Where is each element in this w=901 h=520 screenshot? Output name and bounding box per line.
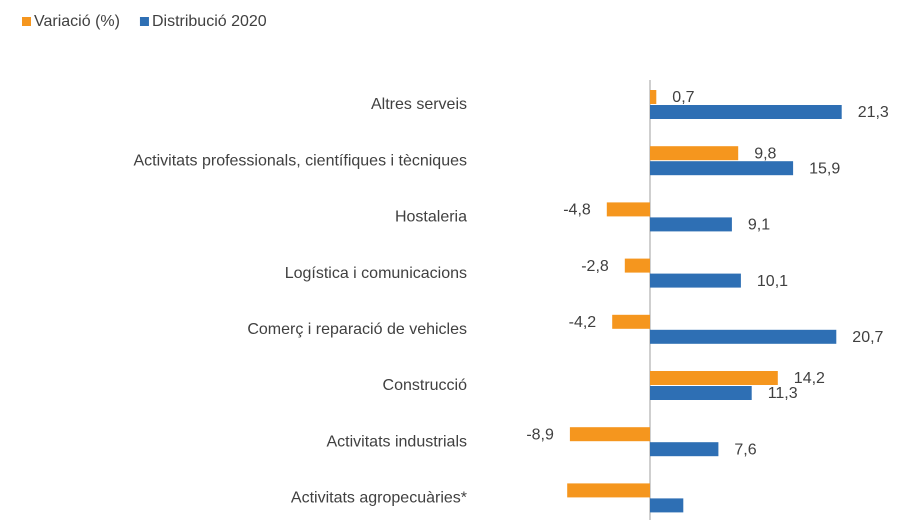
- value-label: 0,7: [672, 89, 694, 106]
- bar: [606, 202, 650, 217]
- bar: [569, 427, 650, 442]
- legend-label: Distribució 2020: [152, 13, 267, 30]
- bar: [650, 273, 741, 288]
- bar: [650, 329, 837, 344]
- bar: [650, 146, 739, 161]
- category-label: Activitats industrials: [327, 433, 468, 450]
- value-label: 14,2: [794, 370, 825, 387]
- value-label: 9,8: [754, 145, 776, 162]
- category-label: Comerç i reparació de vehicles: [247, 321, 467, 338]
- category-label: Activitats professionals, científiques i…: [134, 152, 468, 169]
- legend-swatch: [22, 17, 31, 26]
- category-label: Logística i comunicacions: [285, 265, 467, 282]
- value-label: 11,3: [768, 385, 798, 402]
- value-label: 7,6: [734, 441, 756, 458]
- value-label: -4,8: [563, 202, 591, 219]
- value-label: 15,9: [809, 160, 840, 177]
- bar: [650, 161, 794, 176]
- legend-label: Variació (%): [34, 13, 120, 30]
- bar: [650, 90, 657, 104]
- category-label: Construcció: [383, 377, 468, 394]
- bar: [612, 314, 650, 329]
- bar: [650, 105, 842, 119]
- value-label: -2,8: [581, 258, 609, 275]
- bar: [567, 483, 650, 498]
- value-label: 20,7: [852, 329, 883, 346]
- value-label: -8,9: [526, 426, 554, 443]
- bar: [650, 217, 732, 232]
- value-label: -4,2: [569, 314, 597, 331]
- value-label: 9,1: [748, 217, 770, 234]
- value-label: 21,3: [858, 104, 889, 121]
- bar: [624, 258, 650, 273]
- bar: [650, 386, 752, 400]
- category-label: Hostaleria: [395, 209, 467, 226]
- legend-swatch: [139, 17, 149, 26]
- category-label: Activitats agropecuàries*: [291, 490, 467, 507]
- value-label: 10,1: [757, 273, 788, 290]
- bar: [650, 442, 719, 457]
- bar: [650, 371, 778, 385]
- category-label: Altres serveis: [371, 96, 467, 113]
- bar: [650, 498, 684, 513]
